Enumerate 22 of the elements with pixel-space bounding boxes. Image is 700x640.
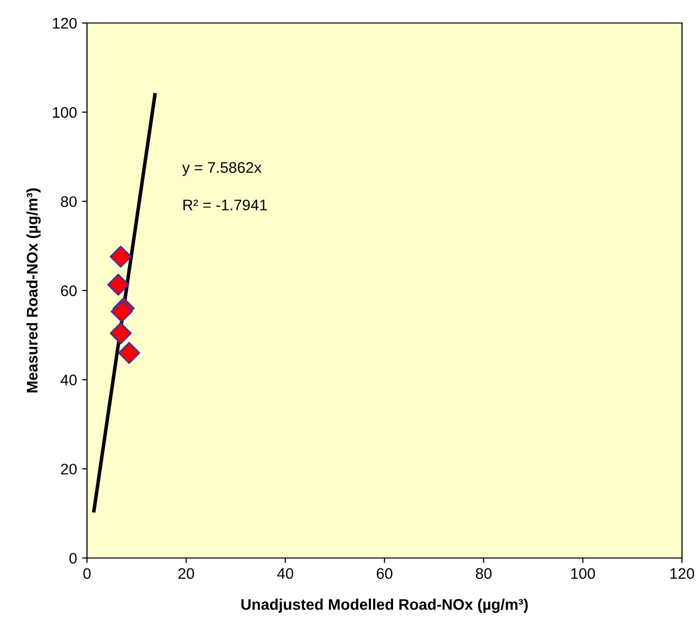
x-axis-title: Unadjusted Modelled Road-NOx (µg/m³) [241, 598, 528, 613]
x-tick-label: 40 [277, 568, 294, 579]
y-tick-label: 80 [60, 196, 77, 208]
x-tick-label: 20 [178, 568, 194, 579]
point [107, 274, 130, 296]
y-axis-title: Measured Road-NOx (µg/m³) [26, 188, 41, 392]
annotation: y = 7.5862x [182, 162, 262, 176]
y-tick-label: 40 [60, 374, 77, 386]
point [110, 246, 132, 268]
y-tick-label: 120 [52, 18, 77, 29]
x-tick-label: 80 [476, 568, 492, 579]
x-tick-label: 120 [670, 568, 694, 579]
y-tick-label: 0 [69, 552, 77, 564]
annotation: R² = -1.7941 [183, 200, 267, 210]
x-tick-label: 0 [83, 568, 91, 579]
point [118, 342, 140, 364]
y-tick-label: 100 [52, 107, 77, 118]
y-tick-label: 60 [61, 285, 77, 296]
y-tick-label: 20 [61, 464, 77, 475]
x-tick-label: 60 [376, 568, 392, 579]
point [110, 322, 132, 344]
x-tick-label: 100 [571, 568, 595, 579]
